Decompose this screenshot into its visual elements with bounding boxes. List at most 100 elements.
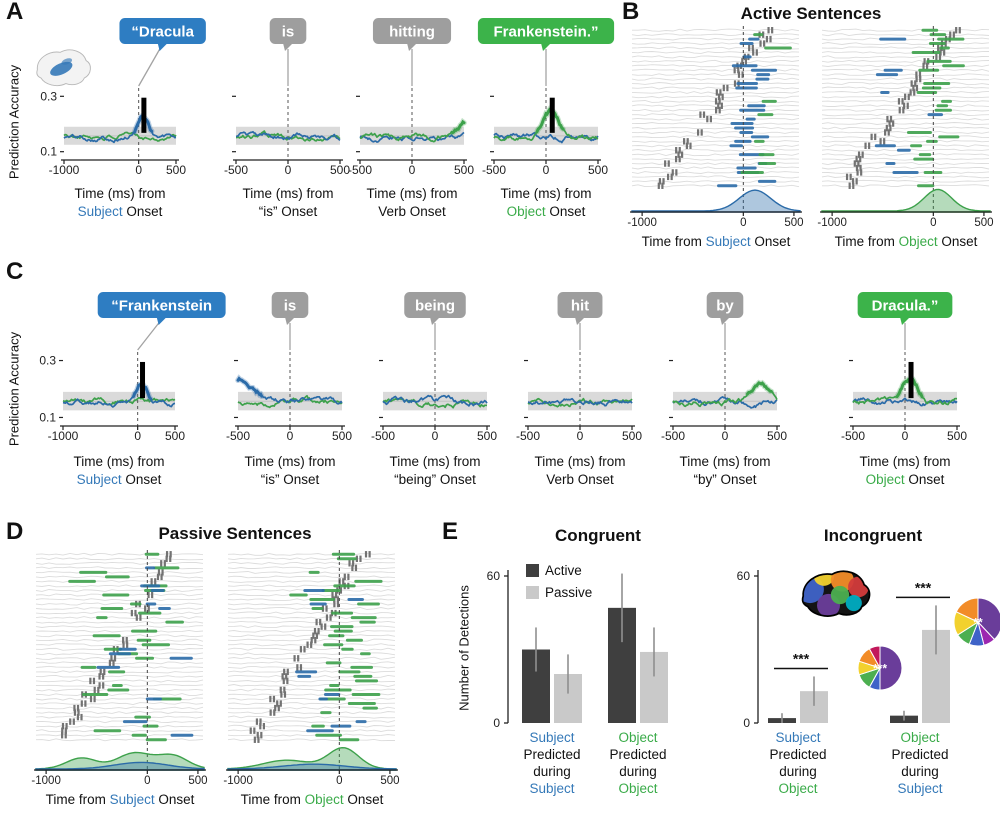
panel-a-canvas: -1000 0 500 0.1 0.3 “Dracula Time (ms) from Sub… (36, 18, 615, 219)
group-label-line: during (901, 764, 939, 779)
raster-passive-object: -1000 0 500 Time from Object Onset (223, 550, 400, 807)
x-tick-label: -500 (348, 163, 372, 177)
x-tick-label: 0 (930, 217, 936, 229)
x-axis-label-line2: “by” Onset (693, 472, 756, 487)
raster-passive-subject: -1000 0 500 Time from Subject Onset (31, 550, 208, 807)
x-tick-label: 0 (134, 429, 141, 443)
x-axis-label-line2: Subject Onset (78, 204, 163, 219)
x-tick-label: -1000 (223, 775, 252, 787)
word-bubble (477, 18, 615, 44)
x-tick-label: -1000 (817, 217, 846, 229)
x-axis-label: Time from Object Onset (835, 234, 978, 249)
x-tick-label: 500 (974, 217, 993, 229)
chart-congruent-title: Congruent (555, 526, 641, 545)
panel-e: 0 60 Subject Predicted during Subject Object Pr… (438, 518, 1000, 813)
blue-density-curve (35, 761, 205, 771)
x-axis-label-line1: Time (ms) from (501, 186, 592, 201)
y-tick-label: 60 (487, 569, 501, 583)
x-axis-label-line1: Time (ms) from (245, 454, 336, 469)
x-axis-label-line1: Time (ms) from (367, 186, 458, 201)
panel-a: -1000 0 500 0.1 0.3 “Dracula Time (ms) from Sub… (0, 0, 618, 258)
word-bubble-label: is (284, 298, 297, 315)
green-density-curve (35, 751, 205, 771)
x-axis-label-line2: Subject Onset (77, 472, 162, 487)
x-tick-label: 500 (165, 429, 185, 443)
panel-c-subplot-2: -500 0 500 is Time (ms) from “is” Onset (226, 292, 352, 487)
word-bubble-label: being (415, 298, 455, 315)
x-tick-label: -500 (841, 429, 865, 443)
x-tick-label: -500 (661, 429, 685, 443)
x-tick-label: 500 (380, 775, 399, 787)
x-tick-label: -500 (371, 429, 395, 443)
x-tick-label: 500 (330, 163, 350, 177)
word-bubble (857, 292, 953, 318)
word-bubble (271, 292, 309, 318)
panel-c-label: C (6, 258, 24, 285)
bar-chart-congruent: 0 60 Subject Predicted during Subject Object Pr… (487, 563, 668, 796)
panel-d-canvas: -1000 0 500 Time from Subject Onset -1000 0 50… (31, 550, 400, 807)
x-tick-label: 500 (767, 429, 787, 443)
group-label-line: Object (618, 781, 657, 796)
word-onset-marks (845, 27, 961, 189)
word-bubble-label: hit (571, 298, 589, 315)
x-axis-label-line1: Time (ms) from (680, 454, 771, 469)
y-tick-label: 0 (493, 716, 500, 730)
y-tick-label: 0.3 (40, 89, 57, 103)
x-tick-label: 0 (902, 429, 909, 443)
green-density-curve (227, 746, 397, 771)
x-tick-label: 0 (287, 429, 294, 443)
word-bubble (97, 292, 226, 318)
x-tick-label: 500 (454, 163, 474, 177)
word-bubble-label: by (716, 298, 734, 315)
panel-d: -1000 0 500 Time from Subject Onset -1000 0 50… (0, 518, 438, 813)
x-tick-label: -1000 (627, 217, 656, 229)
x-tick-label: 500 (166, 163, 186, 177)
panel-c: -1000 0 500 0.1 0.3 “Frankenstein Time (ms) fr… (0, 258, 1000, 518)
blue-density-curve (631, 189, 801, 213)
panel-d-label: D (6, 518, 24, 545)
legend: Active Passive (526, 563, 592, 600)
x-axis-label-line2: Object Onset (507, 204, 586, 219)
prediction-segments (717, 33, 792, 188)
panel-b-label: B (622, 0, 640, 25)
x-axis-label-line2: Verb Onset (546, 472, 614, 487)
panel-a-subplot-4: -500 0 500 Frankenstein.” Time (ms) from Obje… (477, 18, 615, 219)
word-bubble (269, 18, 307, 44)
x-tick-label: 500 (588, 163, 608, 177)
x-tick-label: -500 (516, 429, 540, 443)
panel-a-subplot-3: -500 0 500 hitting Time (ms) from Verb Onset (348, 18, 474, 219)
panel-e-label: E (442, 518, 459, 545)
brain-regions-icon (801, 570, 871, 617)
significance-bar (908, 361, 914, 399)
y-tick-label: 0.1 (39, 410, 56, 424)
group-label-line: Subject (529, 730, 574, 745)
panel-c-subplot-5: -500 0 500 by Time (ms) from “by” Onset (661, 292, 787, 487)
word-onset-marks (61, 551, 172, 739)
word-onset-marks (249, 551, 371, 743)
x-tick-label: 0 (722, 429, 729, 443)
group-label-line: Predicted (769, 747, 826, 762)
panel-e-canvas: 0 60 Subject Predicted during Subject Object Pr… (487, 563, 1000, 796)
word-onset-marks (657, 27, 774, 189)
raster-rows (821, 28, 990, 188)
significance-bar (549, 97, 555, 133)
x-tick-label: 0 (135, 163, 142, 177)
x-axis-label-line2: “is” Onset (259, 204, 318, 219)
significance-stars: *** (915, 579, 932, 595)
bubble-connector (138, 48, 161, 87)
prediction-segments (68, 552, 194, 742)
panel-b: -1000 0 500 Time from Subject Onset -1000 0 50… (618, 0, 1000, 258)
group-label-line: during (619, 764, 657, 779)
x-tick-label: 500 (477, 429, 497, 443)
x-axis-label-line1: Time (ms) from (390, 454, 481, 469)
bar-chart-incongruent: 0 60 Subject Predicted during Object *** *** Obj… (737, 569, 1000, 796)
group-label-line: Subject (529, 781, 574, 796)
panel-b-canvas: -1000 0 500 Time from Subject Onset -1000 0 50… (627, 26, 994, 249)
significance-stars: *** (793, 650, 810, 666)
panel-a-label: A (6, 0, 24, 25)
y-tick-label: 0.1 (40, 145, 57, 159)
chart-incongruent-title: Incongruent (823, 526, 923, 545)
panel-a-subplot-2: -500 0 500 is Time (ms) from “is” Onset (224, 18, 350, 219)
group-label-line: Predicted (891, 747, 948, 762)
word-bubble (404, 292, 466, 318)
